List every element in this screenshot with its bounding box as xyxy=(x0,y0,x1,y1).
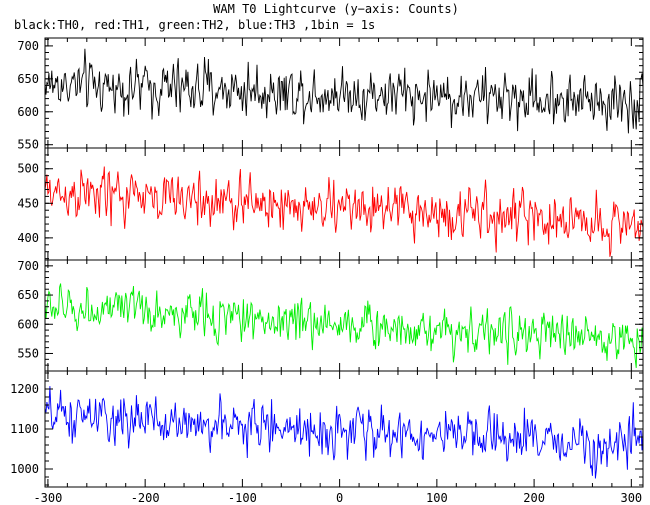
chart-subtitle: black:TH0, red:TH1, green:TH2, blue:TH3 … xyxy=(14,18,375,32)
x-tick-label: -100 xyxy=(228,491,257,505)
y-tick-label: 1000 xyxy=(10,462,39,476)
x-tick-label: 200 xyxy=(523,491,545,505)
y-tick-label: 550 xyxy=(17,138,39,152)
panel-th0: 550 600 650 700 xyxy=(17,37,644,152)
x-tick-label: -300 xyxy=(33,491,62,505)
y-tick-label: 600 xyxy=(17,105,39,119)
chart-title: WAM T0 Lightcurve (y−axis: Counts) xyxy=(213,2,459,16)
y-tick-label: 700 xyxy=(17,39,39,53)
y-tick-label: 600 xyxy=(17,317,39,331)
series-line-th2 xyxy=(45,283,643,368)
y-tick-label: 550 xyxy=(17,346,39,360)
series-line-th0 xyxy=(45,48,643,134)
panel-th3: 1000 1100 1200 xyxy=(10,370,644,488)
y-tick-label: 650 xyxy=(17,72,39,86)
x-tick-label: 300 xyxy=(620,491,642,505)
series-line-th3 xyxy=(45,386,643,479)
panel-th2: 550 600 650 700 xyxy=(17,259,644,372)
x-tick-label: 0 xyxy=(336,491,343,505)
y-tick-label: 650 xyxy=(17,288,39,302)
x-tick-label: -200 xyxy=(131,491,160,505)
y-tick-label: 700 xyxy=(17,259,39,273)
y-tick-label: 1200 xyxy=(10,382,39,396)
panel-th1: 400 450 500 xyxy=(17,147,644,261)
panels: 5506006507004004505005506006507001000110… xyxy=(10,37,644,505)
y-tick-label: 450 xyxy=(17,196,39,210)
x-tick-label: 100 xyxy=(426,491,448,505)
y-tick-label: 500 xyxy=(17,162,39,176)
panel-frame xyxy=(44,147,644,261)
y-tick-label: 400 xyxy=(17,231,39,245)
y-tick-label: 1100 xyxy=(10,422,39,436)
series-line-th1 xyxy=(45,166,643,257)
